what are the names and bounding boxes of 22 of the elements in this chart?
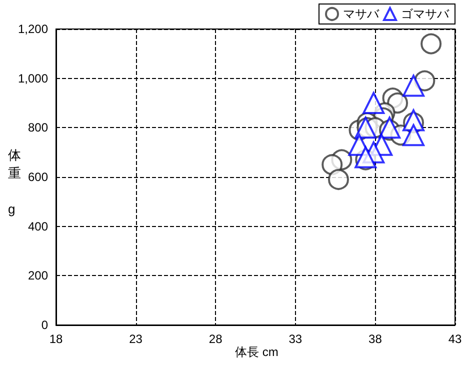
x-tick-label: 33 bbox=[288, 332, 302, 346]
point bbox=[328, 168, 349, 190]
x-tick-label: 43 bbox=[448, 332, 462, 346]
point bbox=[420, 33, 442, 54]
y-tick-label: 1,000 bbox=[18, 71, 48, 86]
y-tick-label: 800 bbox=[28, 120, 48, 135]
legend-label: マサバ bbox=[343, 7, 380, 21]
x-axis-title: 体長 cm bbox=[234, 345, 278, 359]
x-tick-label: 38 bbox=[368, 332, 382, 346]
y-tick-label: 400 bbox=[28, 219, 48, 234]
point bbox=[402, 124, 425, 146]
point bbox=[362, 92, 385, 114]
x-tick-label: 23 bbox=[129, 332, 143, 346]
y-tick-label: 600 bbox=[28, 170, 48, 184]
y-tick-label: 200 bbox=[28, 268, 48, 283]
x-tick-label: 28 bbox=[208, 332, 223, 346]
text: 体重 g bbox=[8, 148, 21, 216]
point bbox=[402, 74, 425, 97]
y-tick-label: 1,200 bbox=[18, 22, 48, 36]
x-tick-label: 18 bbox=[49, 332, 63, 346]
y-tick-label: 0 bbox=[41, 318, 48, 332]
legend-label: ゴマサバ bbox=[401, 7, 450, 21]
